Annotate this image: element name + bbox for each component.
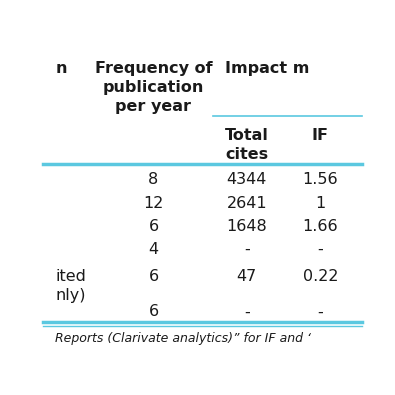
Text: 12: 12 — [143, 196, 164, 211]
Text: 6: 6 — [149, 305, 158, 320]
Text: 1.56: 1.56 — [303, 172, 338, 187]
Text: ited
nly): ited nly) — [55, 269, 87, 303]
Text: Reports (Clarivate analytics)” for IF and ‘: Reports (Clarivate analytics)” for IF an… — [55, 332, 312, 345]
Text: 4344: 4344 — [227, 172, 267, 187]
Text: -: - — [318, 305, 323, 320]
Text: IF: IF — [312, 128, 329, 143]
Text: 0.22: 0.22 — [303, 269, 338, 284]
Text: Total
cites: Total cites — [225, 128, 269, 162]
Text: 2641: 2641 — [226, 196, 267, 211]
Text: 1.66: 1.66 — [303, 219, 338, 234]
Text: Impact m: Impact m — [226, 61, 310, 76]
Text: 6: 6 — [149, 269, 158, 284]
Text: 47: 47 — [237, 269, 257, 284]
Text: n: n — [55, 61, 67, 76]
Text: 6: 6 — [149, 219, 158, 234]
Text: Frequency of
publication
per year: Frequency of publication per year — [95, 61, 212, 115]
Text: 1: 1 — [315, 196, 325, 211]
Text: -: - — [244, 305, 250, 320]
Text: -: - — [244, 242, 250, 257]
Text: 1648: 1648 — [226, 219, 267, 234]
Text: 8: 8 — [149, 172, 158, 187]
Text: 4: 4 — [149, 242, 158, 257]
Text: -: - — [318, 242, 323, 257]
